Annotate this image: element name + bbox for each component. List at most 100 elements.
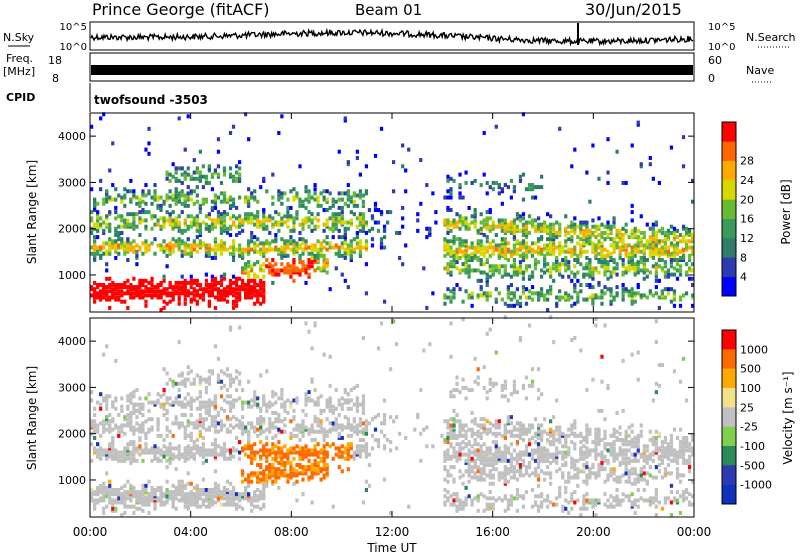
velocity-cell [488,463,492,468]
power-cell [588,228,592,233]
velocity-cell [467,448,471,453]
power-cell [244,262,248,267]
power-cell [198,210,202,215]
velocity-cell [373,438,378,443]
velocity-cell [138,452,142,457]
velocity-cell [141,429,145,434]
power-cell [500,241,504,246]
velocity-cell [162,367,166,372]
velocity-cell [479,417,483,422]
power-cell [120,237,124,242]
velocity-cell [234,375,239,380]
power-cell [494,247,498,252]
velocity-cell [177,381,181,386]
velocity-cell [259,417,263,422]
velocity-cell [141,404,145,409]
power-cell [684,233,689,238]
velocity-cell [452,425,456,430]
velocity-cell [141,450,145,455]
velocity-cell [452,479,456,484]
power-cell [265,239,269,244]
power-cell [138,291,142,296]
velocity-cell [138,429,142,434]
power-cell [401,164,405,169]
velocity-cell [289,446,293,451]
power-cell [310,245,314,250]
power-cell [618,249,622,254]
velocity-cell [316,429,320,434]
power-cell [259,278,263,283]
power-cell [244,264,248,269]
power-cell [681,224,686,229]
power-cell [482,253,486,258]
velocity-cell [458,442,462,447]
velocity-cell [117,454,121,459]
power-cell [222,291,227,296]
power-cell [509,226,513,231]
power-cell [165,172,169,177]
power-cell [228,283,233,288]
velocity-cell [237,456,242,461]
power-cell [567,249,571,254]
power-cell [280,255,284,260]
velocity-cell [123,502,127,507]
power-cell [189,191,193,196]
velocity-cell [120,396,124,401]
power-cell [219,297,224,302]
velocity-cell [337,423,341,428]
velocity-cell [108,483,112,488]
velocity-cell [228,481,233,486]
power-cell [358,212,362,217]
velocity-cell [165,427,169,432]
velocity-cell [123,456,127,461]
velocity-cell [292,450,296,455]
power-cell [573,230,577,235]
power-cell [277,220,281,225]
power-cell [340,220,344,225]
power-cell [316,218,320,223]
power-cell [401,262,405,267]
cpid-label: CPID [6,91,35,104]
velocity-cell [485,427,489,432]
power-cell [576,260,580,265]
velocity-cell [225,394,230,399]
velocity-cell [222,485,227,490]
power-cell [99,291,103,296]
power-cell [108,241,112,246]
velocity-cell [111,402,115,407]
velocity-cell [111,492,115,497]
velocity-cell [192,381,196,386]
power-cell [591,270,595,275]
power-cell [108,251,112,256]
velocity-cell [222,450,227,455]
power-cell [247,260,251,265]
power-cell [219,222,224,227]
power-cell [259,220,263,225]
power-cell [207,249,211,254]
velocity-cell [503,494,507,499]
power-cell [126,212,130,217]
velocity-cell [373,415,378,420]
power-cell [627,264,631,269]
velocity-cell [346,406,350,411]
velocity-cell [488,388,492,393]
power-cell [210,278,215,283]
power-cell [99,178,103,183]
power-cell [298,255,302,260]
power-cell [515,226,520,231]
power-cell [310,212,314,217]
velocity-cell [132,390,136,395]
power-cell [99,297,103,302]
power-cell [213,193,218,198]
velocity-cell [262,400,266,405]
velocity-cell [201,490,205,495]
velocity-cell [159,394,163,399]
power-cell [132,295,136,300]
power-cell [177,297,181,302]
power-cell [509,224,513,229]
power-cell [603,272,607,277]
power-cell [630,228,634,233]
power-cell [530,185,535,190]
power-cell [476,230,480,235]
power-cell [165,301,169,306]
